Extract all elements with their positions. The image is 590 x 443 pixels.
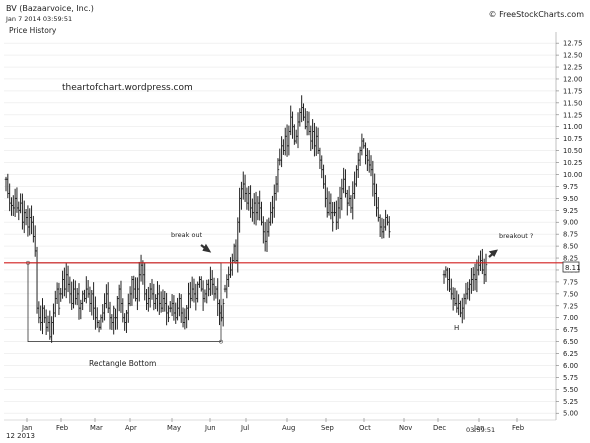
x-tick-label: Sep — [321, 424, 334, 432]
y-tick-label: 9.75 — [563, 183, 578, 191]
y-tick-label: 10.25 — [563, 159, 582, 167]
price-bar — [221, 298, 225, 327]
y-tick-label: 5.25 — [563, 398, 578, 406]
chart-title: BV (Bazaarvoice, Inc.) — [6, 4, 94, 13]
y-tick-label: 12.50 — [563, 52, 582, 60]
y-tick-label: 6.75 — [563, 326, 578, 334]
x-tick-label: May — [167, 424, 181, 432]
time-label: 03:59:51 — [466, 426, 495, 434]
y-tick-label: 6.00 — [563, 362, 578, 370]
y-tick-label: 10.50 — [563, 147, 582, 155]
price-bar — [276, 158, 280, 193]
x-tick-label: Dec — [433, 424, 446, 432]
x-tick-label: Jul — [240, 424, 249, 432]
x-tick-label: Jan — [473, 424, 484, 432]
y-tick-label: 12.00 — [563, 75, 582, 83]
rectangle-bottom-label: Rectangle Bottom — [89, 359, 156, 368]
y-tick-label: 6.25 — [563, 350, 578, 358]
y-tick-label: 5.00 — [563, 410, 578, 418]
x-tick-label: Jun — [204, 424, 216, 432]
y-tick-label: 7.75 — [563, 278, 578, 286]
price-bar — [112, 305, 115, 335]
h-label: H — [454, 324, 459, 332]
last-price-badge: 8.11 — [562, 261, 581, 273]
y-tick-label: 7.00 — [563, 314, 578, 322]
x-axis: Jan Feb Mar Apr May Jun Jul Aug Sep Oct Nov Dec Jan F… — [4, 418, 556, 432]
y-tick-label: 11.00 — [563, 123, 582, 131]
breakout-arrow-icon — [200, 243, 212, 253]
x-tick-label: Aug — [282, 424, 295, 432]
y-tick-label: 5.75 — [563, 374, 578, 382]
x-tick-label: Mar — [90, 424, 103, 432]
watermark: © FreeStockCharts.com — [489, 10, 585, 19]
y-tick-label: 12.25 — [563, 64, 582, 72]
chart-timestamp: Jan 7 2014 03:59:51 — [5, 15, 72, 23]
y-tick-label: 11.50 — [563, 99, 582, 107]
y-tick-label: 8.50 — [563, 243, 578, 251]
x-tick-label: Apr — [125, 424, 137, 432]
y-tick-label: 9.25 — [563, 207, 578, 215]
price-bar — [331, 201, 334, 232]
y-tick-label: 9.00 — [563, 219, 578, 227]
last-price-value: 8.11 — [565, 264, 581, 272]
y-tick-label: 8.25 — [563, 255, 578, 263]
y-tick-label: 11.75 — [563, 87, 582, 95]
breakout-label: break out — [171, 231, 203, 239]
site-annotation: theartofchart.wordpress.com — [62, 83, 193, 93]
y-tick-label: 10.75 — [563, 135, 582, 143]
price-bar — [484, 253, 488, 283]
price-bars — [4, 95, 488, 343]
price-bar — [167, 305, 170, 323]
y-tick-label: 12.75 — [563, 40, 582, 48]
y-tick-label: 11.25 — [563, 111, 582, 119]
price-bar — [57, 282, 61, 316]
price-bar — [387, 216, 391, 238]
y-tick-label: 8.75 — [563, 231, 578, 239]
x-tick-label: Feb — [56, 424, 68, 432]
y-tick-label: 6.50 — [563, 338, 578, 346]
y-tick-label: 7.50 — [563, 290, 578, 298]
breakout-question-label: breakout ? — [499, 232, 533, 240]
x-tick-label: Nov — [399, 424, 412, 432]
chart-subtitle: Price History — [9, 26, 57, 35]
x-tick-label: Jan — [21, 424, 32, 432]
breakout-question-arrow-icon — [488, 249, 498, 258]
x-tick-label: Feb — [512, 424, 524, 432]
rectangle-corner — [219, 339, 223, 344]
x-tick-label: Oct — [359, 424, 371, 432]
y-tick-label: 9.50 — [563, 195, 578, 203]
y-tick-label: 7.25 — [563, 302, 578, 310]
y-tick-label: 5.50 — [563, 386, 578, 394]
y-tick-label: 10.00 — [563, 171, 582, 179]
year-label: 12 2013 — [6, 432, 35, 440]
